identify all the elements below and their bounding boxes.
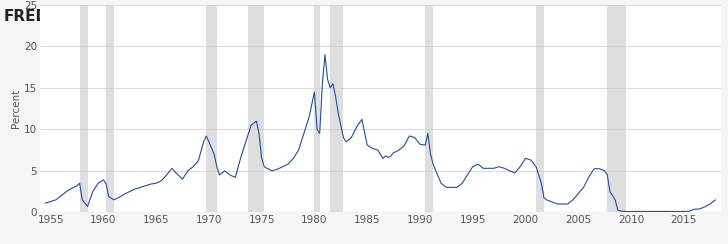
Text: Effective Federal Funds Rate: Effective Federal Funds Rate <box>64 11 213 21</box>
Bar <box>79 5 87 212</box>
Bar <box>206 5 217 212</box>
Y-axis label: Percent: Percent <box>11 89 21 128</box>
Bar <box>106 5 114 212</box>
Bar <box>425 5 433 212</box>
Text: ✦: ✦ <box>38 12 45 20</box>
Bar <box>607 5 626 212</box>
Bar <box>314 5 320 212</box>
Text: FRED: FRED <box>4 9 49 24</box>
Bar <box>331 5 344 212</box>
Bar <box>248 5 264 212</box>
Text: —: — <box>52 10 65 23</box>
Bar <box>536 5 544 212</box>
